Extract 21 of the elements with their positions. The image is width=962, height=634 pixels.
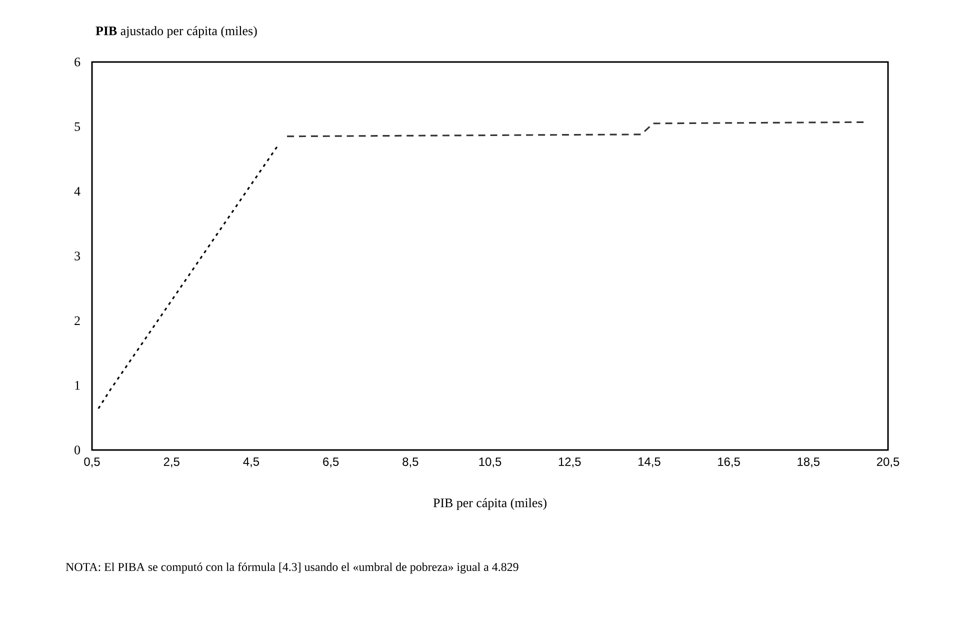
x-tick-label: 18,5 [798,457,820,468]
y-tick-label: 0 [74,446,80,454]
x-tick-label: 2,5 [164,457,180,468]
text: NOTA: El PIBA se computó con la fórmula [4.3] usando el «umbral de pobreza» igual a 4.829 [66,562,518,574]
x-tick-label: 6,5 [323,457,339,468]
y-tick-label: 4 [74,187,80,196]
y-tick-label: 1 [75,381,80,390]
x-tick-label: 10,5 [479,457,502,468]
x-tick-label: 4,5 [243,457,260,468]
x-tick-label: 12,5 [558,457,581,468]
x-axis-title: PIB per cápita (miles) [433,498,546,510]
y-tick-label: 2 [74,316,80,325]
x-tick-label: 20,5 [876,457,900,468]
y-tick-label: 5 [74,122,80,131]
y-tick-label: 6 [74,58,80,66]
y-tick-label: 3 [74,252,80,260]
x-tick-label: 0,5 [84,457,100,468]
x-tick-label: 8,5 [402,457,418,468]
x-tick-label: 14,5 [638,457,660,468]
y-axis-title: PIB ajustado per cápita (miles) [96,26,257,38]
x-tick-label: 16,5 [718,457,740,468]
